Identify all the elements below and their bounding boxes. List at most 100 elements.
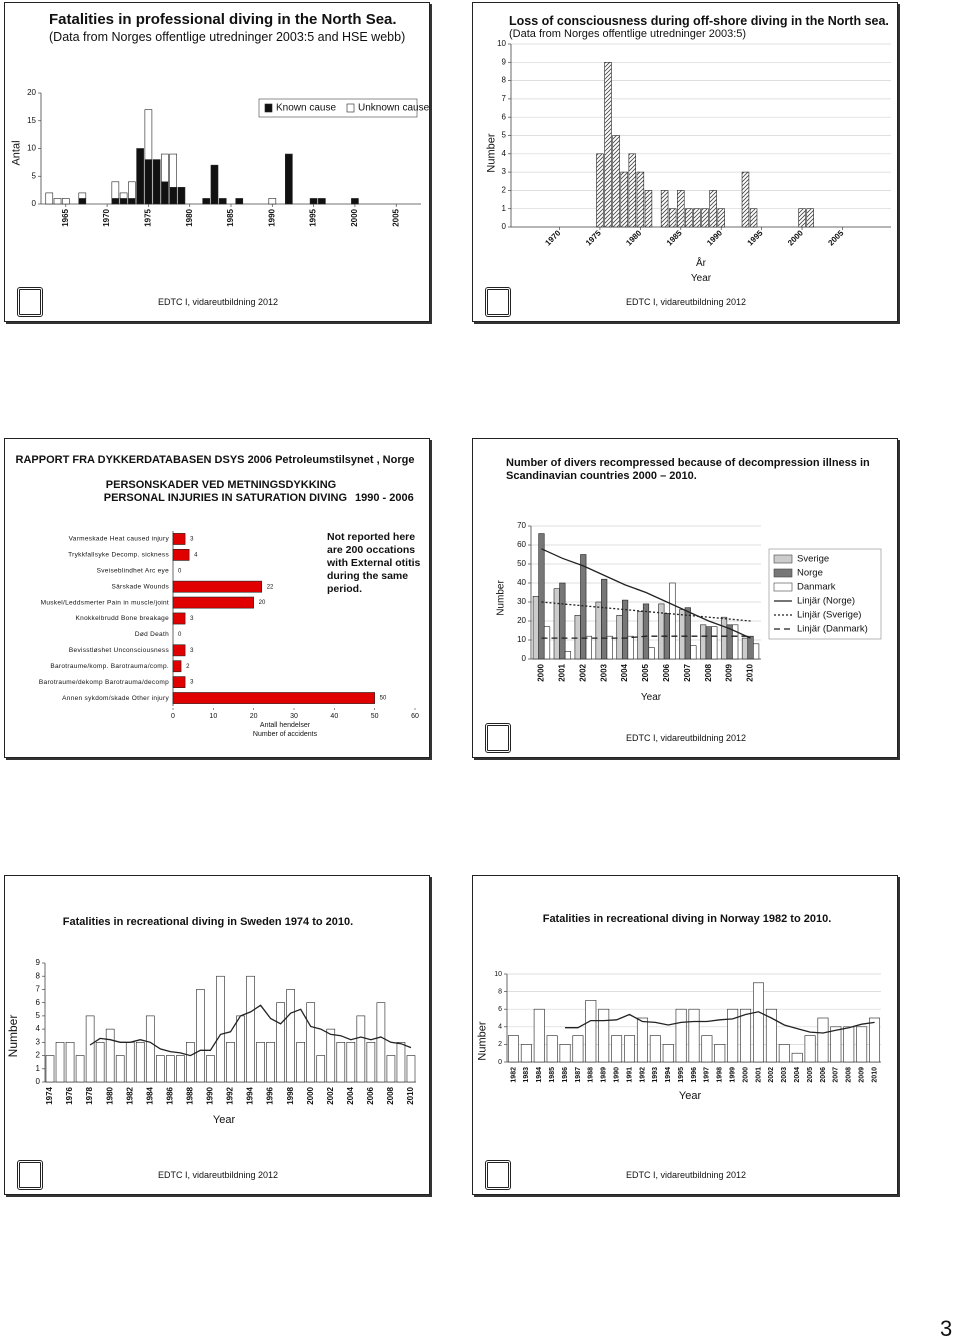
bar	[128, 181, 136, 199]
slide-subtitle: (Data from Norges offentlige utredninger…	[49, 30, 406, 44]
x-tick-label: 1997	[704, 1067, 711, 1083]
x-tick-label: 1984	[145, 1086, 154, 1104]
bar	[636, 1017, 648, 1063]
bar	[172, 692, 375, 704]
bar	[316, 1055, 326, 1083]
y-tick-label: 10	[517, 635, 526, 644]
y-tick-label: 70	[517, 521, 526, 530]
logo	[17, 1160, 43, 1190]
bar	[268, 198, 277, 205]
x-tick-label: 2000	[786, 228, 805, 247]
bar	[753, 982, 764, 1063]
bar	[111, 198, 120, 205]
x-tick-label: 1996	[691, 1067, 698, 1083]
bar	[765, 1008, 777, 1063]
bar	[161, 181, 169, 205]
x-tick-label: 1994	[246, 1086, 255, 1104]
bar	[166, 1055, 175, 1083]
bar	[679, 609, 686, 660]
value-label: 22	[267, 584, 274, 590]
x-tick-label: 1974	[45, 1086, 54, 1104]
bar	[161, 153, 169, 183]
legend-label: Norge	[797, 568, 823, 579]
bar	[778, 1044, 790, 1063]
trend-line	[89, 1004, 412, 1057]
category-label: Barotraume/komp. Barotrauma/comp.	[50, 663, 169, 670]
bar	[701, 208, 709, 228]
bar	[136, 148, 144, 205]
bar	[749, 208, 758, 228]
y-tick-label: 7	[36, 985, 41, 994]
y-tick-label: 2	[502, 186, 507, 195]
x-axis-label: Year	[212, 1114, 236, 1126]
bar	[700, 624, 707, 660]
bar	[78, 192, 87, 199]
y-axis-label: Antal	[10, 140, 23, 166]
x-tick-label: 1995	[678, 1067, 685, 1083]
slide: 0 1 2 3 4 5 6 7 8 9 10 1970 1975 1980 1985 1990 1995 2000…	[472, 2, 898, 322]
bar	[727, 1008, 739, 1063]
y-tick-label: 60	[517, 540, 526, 549]
legend-label: Linjär (Norge)	[797, 596, 855, 607]
bar	[709, 190, 717, 228]
bar	[145, 1015, 155, 1083]
bar	[306, 1002, 316, 1083]
bar	[675, 1008, 687, 1063]
bar	[636, 171, 645, 228]
bar	[753, 643, 760, 660]
y-tick-label: 1	[36, 1064, 41, 1073]
value-label: 3	[190, 648, 194, 654]
x-axis-label: Year	[640, 692, 662, 703]
category-label: Muskel/Leddsmerter Pain in muscle/joint	[41, 599, 169, 606]
value-label: 3	[190, 616, 194, 622]
x-tick-label: 1990	[705, 228, 724, 247]
bar	[196, 989, 205, 1083]
bar	[701, 1035, 713, 1063]
x-tick-label: 30	[290, 713, 298, 720]
value-label: 2	[186, 664, 190, 670]
bar	[717, 208, 725, 228]
x-tick-label: 2006	[662, 663, 671, 681]
legend-box	[258, 98, 418, 118]
legend-label: Sverige	[797, 554, 829, 565]
slide-subtitle: (Data from Norges offentlige utredninger…	[509, 28, 747, 40]
y-tick-label: 10	[497, 39, 506, 48]
bar	[662, 1044, 674, 1063]
chart: 0 1 2 3 4 5 6 7 8 9 1974 1976 1978 1980 1982 1984 1986 19…	[36, 958, 416, 1105]
legend-box	[768, 548, 882, 640]
bar	[326, 1028, 336, 1083]
bar	[61, 198, 70, 205]
bar	[246, 975, 255, 1083]
x-tick-label: 2002	[578, 663, 587, 681]
x-tick-label: 2010	[746, 663, 755, 681]
bar	[668, 208, 677, 228]
y-tick-label: 4	[502, 149, 507, 158]
x-tick-label: 1992	[226, 1086, 235, 1104]
bar	[111, 181, 120, 199]
x-tick-label: 0	[171, 713, 175, 720]
x-tick-label: 2006	[366, 1086, 375, 1104]
category-label: Särskade Wounds	[112, 583, 170, 590]
chart: 0 2 4 6 8 10 1982 1983 1984 1985 1986 1987 1988 1989 1…	[494, 971, 881, 1083]
bar	[585, 635, 592, 660]
bar	[266, 1042, 275, 1083]
y-tick-label: 5	[32, 171, 37, 180]
bar	[688, 1008, 700, 1063]
x-tick-label: 2010	[871, 1067, 878, 1083]
x-tick-label: 1988	[186, 1086, 195, 1104]
value-label: 4	[194, 552, 198, 558]
x-tick-label: 2000	[306, 1086, 315, 1104]
bar	[286, 989, 295, 1083]
bar	[226, 1042, 235, 1083]
slide-subtitle-en: PERSONAL INJURIES IN SATURATION DIVING	[103, 492, 347, 504]
logo	[485, 1160, 511, 1190]
bar	[172, 660, 182, 673]
bar	[642, 603, 650, 660]
x-tick-label: 1985	[549, 1067, 556, 1083]
period: 1990 - 2006	[355, 492, 414, 504]
chart: 0 1 2 3 4 5 6 7 8 9 10 1970 1975 1980 1985 1990 1995 2000…	[497, 39, 891, 247]
x-tick-label: 2000	[537, 663, 546, 681]
footer: EDTC I, vidareutbildning 2012	[625, 1170, 747, 1180]
bar	[585, 1000, 597, 1063]
x-tick-label: 1978	[85, 1086, 94, 1104]
